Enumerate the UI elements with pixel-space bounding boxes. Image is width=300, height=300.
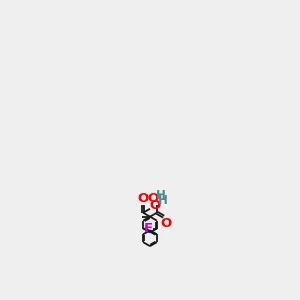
Text: O: O <box>148 192 159 205</box>
Text: F: F <box>144 222 153 235</box>
Text: H: H <box>158 194 168 207</box>
Text: O: O <box>149 199 160 212</box>
Text: O: O <box>137 192 149 205</box>
Text: H: H <box>156 189 166 202</box>
Text: O: O <box>161 217 172 230</box>
